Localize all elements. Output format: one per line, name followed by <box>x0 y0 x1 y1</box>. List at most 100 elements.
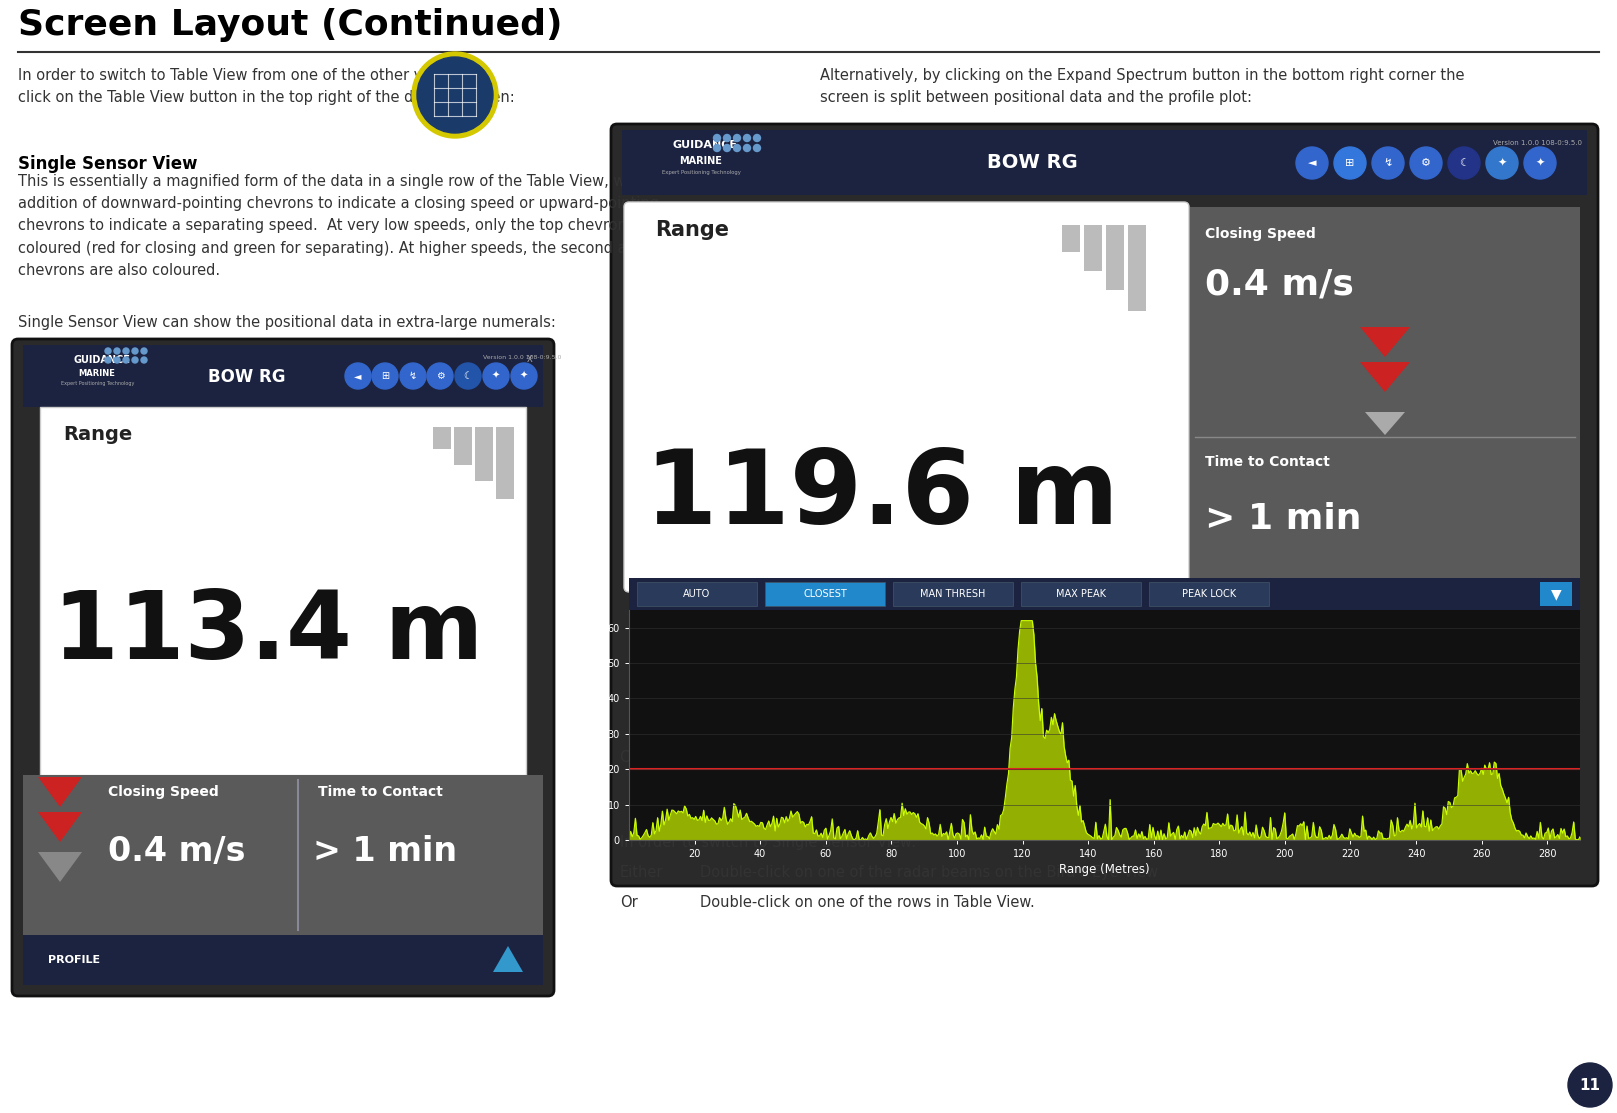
Text: Or: Or <box>619 895 637 910</box>
Polygon shape <box>39 777 82 807</box>
Text: MARINE: MARINE <box>679 156 721 166</box>
Text: Range: Range <box>655 220 729 240</box>
Text: MARINE: MARINE <box>78 370 115 378</box>
Text: This is essentially a magnified form of the data in a single row of the Table Vi: This is essentially a magnified form of … <box>18 174 684 278</box>
Circle shape <box>133 348 137 354</box>
Text: 0.4 m/s: 0.4 m/s <box>108 835 246 868</box>
Text: ↯: ↯ <box>1383 158 1392 168</box>
Bar <box>1020 582 1142 605</box>
Bar <box>623 130 1586 195</box>
Circle shape <box>372 363 398 390</box>
Text: AUTO: AUTO <box>684 589 710 599</box>
X-axis label: Range (Metres): Range (Metres) <box>1059 864 1150 876</box>
Text: ◄: ◄ <box>1308 158 1316 168</box>
Bar <box>496 427 514 499</box>
Text: In order to switch to Table View from one of the other views,
click on the Table: In order to switch to Table View from on… <box>18 68 514 106</box>
Text: BOW RG: BOW RG <box>986 154 1079 173</box>
Text: Closing Speed: Closing Speed <box>1205 227 1316 242</box>
Text: Range: Range <box>63 425 133 444</box>
FancyBboxPatch shape <box>611 124 1598 886</box>
Circle shape <box>1371 147 1404 179</box>
Text: Single Sensor View can show the positional data in extra-large numerals:: Single Sensor View can show the position… <box>18 315 556 329</box>
Text: ☾: ☾ <box>1459 158 1468 168</box>
Text: Screen Layout (Continued): Screen Layout (Continued) <box>18 8 563 42</box>
Circle shape <box>744 145 750 151</box>
Bar <box>1150 582 1269 605</box>
Bar <box>23 775 543 935</box>
Bar <box>1106 225 1124 289</box>
Bar <box>23 780 543 935</box>
Circle shape <box>744 135 750 141</box>
Circle shape <box>713 145 721 151</box>
Circle shape <box>1410 147 1442 179</box>
Text: MAX PEAK: MAX PEAK <box>1056 589 1106 599</box>
Polygon shape <box>39 851 82 881</box>
Polygon shape <box>1360 362 1410 392</box>
Circle shape <box>1486 147 1518 179</box>
Circle shape <box>141 357 147 363</box>
Text: BOW RG: BOW RG <box>209 368 286 386</box>
Bar <box>629 578 1580 610</box>
Circle shape <box>754 145 760 151</box>
Circle shape <box>115 357 120 363</box>
Circle shape <box>105 357 112 363</box>
Text: In order to switch to Single Sensor View:: In order to switch to Single Sensor View… <box>619 835 917 850</box>
Circle shape <box>133 357 137 363</box>
Circle shape <box>412 52 498 138</box>
Text: X: X <box>527 355 534 364</box>
Circle shape <box>483 363 509 390</box>
Circle shape <box>1447 147 1480 179</box>
Text: 0.4 m/s: 0.4 m/s <box>1205 267 1353 301</box>
Bar <box>433 427 451 450</box>
Bar <box>40 407 526 775</box>
Circle shape <box>754 135 760 141</box>
Text: > 1 min: > 1 min <box>1205 502 1362 536</box>
Polygon shape <box>39 812 82 843</box>
Bar <box>765 582 884 605</box>
Text: ↯: ↯ <box>409 371 417 381</box>
Text: GUIDANCE: GUIDANCE <box>73 355 129 365</box>
Circle shape <box>123 357 129 363</box>
Bar <box>1190 207 1580 587</box>
Text: ☾: ☾ <box>464 371 472 381</box>
Circle shape <box>723 145 731 151</box>
Circle shape <box>1334 147 1366 179</box>
Text: ⊞: ⊞ <box>382 371 390 381</box>
Text: Expert Positioning Technology: Expert Positioning Technology <box>661 170 741 175</box>
Text: Double-click on one of the rows in Table View.: Double-click on one of the rows in Table… <box>700 895 1035 910</box>
Circle shape <box>734 135 741 141</box>
Text: 113.4 m: 113.4 m <box>53 587 483 679</box>
FancyBboxPatch shape <box>624 201 1188 592</box>
Polygon shape <box>1365 412 1405 435</box>
Bar <box>1083 225 1103 270</box>
Text: ✦: ✦ <box>492 371 500 381</box>
Text: Time to Contact: Time to Contact <box>319 785 443 799</box>
Circle shape <box>713 135 721 141</box>
Text: PROFILE: PROFILE <box>49 955 100 965</box>
Text: ✦: ✦ <box>1497 158 1507 168</box>
Text: MAN THRESH: MAN THRESH <box>920 589 986 599</box>
Text: Version 1.0.0 108-0:9.5.0: Version 1.0.0 108-0:9.5.0 <box>483 355 561 359</box>
Text: PEAK LOCK: PEAK LOCK <box>1182 589 1235 599</box>
Bar <box>454 427 472 465</box>
Circle shape <box>399 363 425 390</box>
Bar <box>23 345 543 407</box>
Circle shape <box>115 348 120 354</box>
Text: ◄: ◄ <box>354 371 362 381</box>
Bar <box>1539 582 1572 605</box>
Text: Version 1.0.0 108-0:9.5.0: Version 1.0.0 108-0:9.5.0 <box>1492 140 1581 146</box>
Text: Single Sensor View: Single Sensor View <box>18 155 197 173</box>
Circle shape <box>105 348 112 354</box>
Circle shape <box>427 363 453 390</box>
Circle shape <box>723 135 731 141</box>
Circle shape <box>123 348 129 354</box>
Text: Closing Speed: Closing Speed <box>108 785 218 799</box>
Text: ✦: ✦ <box>1535 158 1544 168</box>
Bar <box>23 935 543 985</box>
Text: 119.6 m: 119.6 m <box>645 445 1119 546</box>
Text: Time to Contact: Time to Contact <box>1205 455 1329 469</box>
Polygon shape <box>493 946 522 972</box>
Circle shape <box>734 145 741 151</box>
Text: ⊞: ⊞ <box>1345 158 1355 168</box>
Bar <box>1062 225 1080 252</box>
